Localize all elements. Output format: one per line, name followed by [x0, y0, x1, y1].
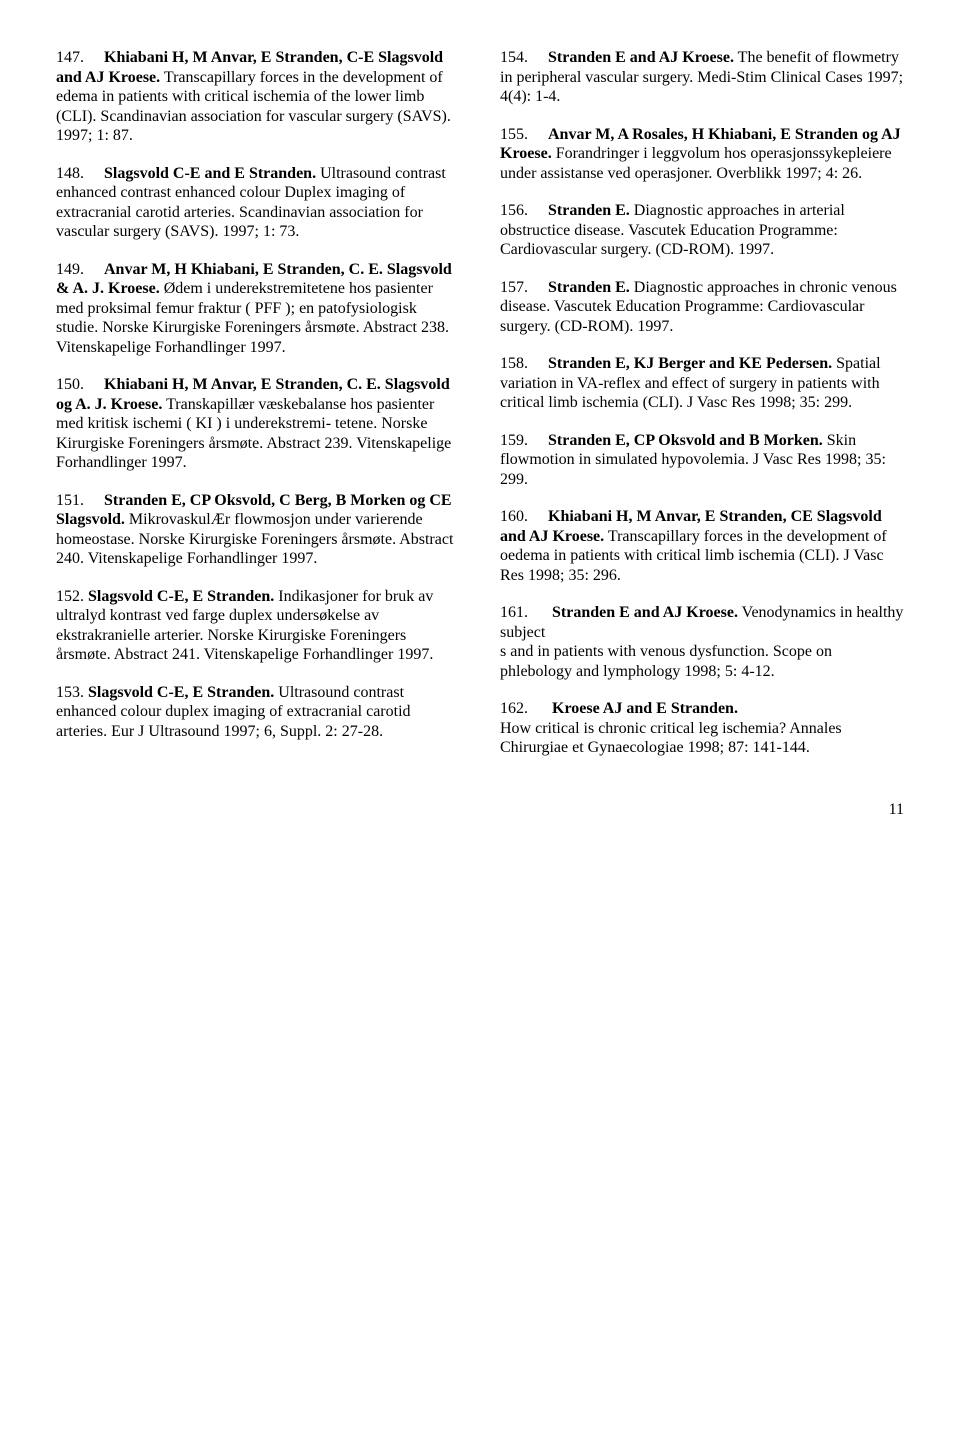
reference-authors: Stranden E, KJ Berger and KE Pedersen.	[548, 355, 832, 372]
reference-number: 154.	[500, 49, 528, 66]
reference-number: 147.	[56, 49, 84, 66]
reference-number: 161.	[500, 604, 528, 621]
reference-authors: Stranden E and AJ Kroese.	[548, 49, 734, 66]
spacing	[84, 376, 104, 393]
reference-authors: Stranden E.	[548, 202, 630, 219]
spacing	[84, 492, 104, 509]
spacing	[528, 700, 552, 717]
reference-number: 151.	[56, 492, 84, 509]
reference-number: 159.	[500, 432, 528, 449]
reference-authors: Slagsvold C-E, E Stranden.	[88, 588, 274, 605]
reference-number: 158.	[500, 355, 528, 372]
reference-authors: Stranden E.	[548, 279, 630, 296]
reference-number: 157.	[500, 279, 528, 296]
page-number: 11	[56, 800, 904, 820]
reference-number: 155.	[500, 126, 528, 143]
reference-number: 153.	[56, 684, 84, 701]
reference-authors: Stranden E and AJ Kroese.	[552, 604, 738, 621]
reference-authors: Slagsvold C-E, E Stranden.	[88, 684, 274, 701]
spacing	[528, 49, 548, 66]
reference-number: 156.	[500, 202, 528, 219]
reference-entry: 154. Stranden E and AJ Kroese. The benef…	[500, 48, 904, 107]
reference-entry: 150. Khiabani H, M Anvar, E Stranden, C.…	[56, 375, 460, 473]
reference-entry: 157. Stranden E. Diagnostic approaches i…	[500, 278, 904, 337]
reference-number: 150.	[56, 376, 84, 393]
reference-number: 152.	[56, 588, 84, 605]
reference-entry: 147. Khiabani H, M Anvar, E Stranden, C-…	[56, 48, 460, 146]
spacing	[528, 604, 552, 621]
reference-authors: Stranden E, CP Oksvold and B Morken.	[548, 432, 823, 449]
reference-entry: 162. Kroese AJ and E Stranden. How criti…	[500, 699, 904, 758]
reference-entry: 148. Slagsvold C-E and E Stranden. Ultra…	[56, 164, 460, 242]
left-column: 147. Khiabani H, M Anvar, E Stranden, C-…	[56, 48, 460, 776]
spacing	[84, 49, 104, 66]
reference-number: 149.	[56, 261, 84, 278]
two-column-layout: 147. Khiabani H, M Anvar, E Stranden, C-…	[56, 48, 904, 776]
reference-entry: 152. Slagsvold C-E, E Stranden. Indikasj…	[56, 587, 460, 665]
reference-entry: 153. Slagsvold C-E, E Stranden. Ultrasou…	[56, 683, 460, 742]
spacing	[528, 355, 548, 372]
reference-body: Forandringer i leggvolum hos operasjonss…	[500, 145, 892, 182]
reference-number: 148.	[56, 165, 84, 182]
spacing	[528, 279, 548, 296]
reference-entry: 159. Stranden E, CP Oksvold and B Morken…	[500, 431, 904, 490]
reference-entry: 155. Anvar M, A Rosales, H Khiabani, E S…	[500, 125, 904, 184]
reference-number: 160.	[500, 508, 528, 525]
spacing	[528, 508, 548, 525]
reference-body: How critical is chronic critical leg isc…	[500, 720, 842, 757]
reference-authors: Slagsvold C-E and E Stranden.	[104, 165, 316, 182]
reference-entry: 158. Stranden E, KJ Berger and KE Peders…	[500, 354, 904, 413]
reference-entry: 156. Stranden E. Diagnostic approaches i…	[500, 201, 904, 260]
spacing	[528, 432, 548, 449]
reference-entry: 161. Stranden E and AJ Kroese. Venodynam…	[500, 603, 904, 681]
spacing	[84, 165, 104, 182]
right-column: 154. Stranden E and AJ Kroese. The benef…	[500, 48, 904, 776]
spacing	[84, 261, 104, 278]
reference-entry: 149. Anvar M, H Khiabani, E Stranden, C.…	[56, 260, 460, 358]
reference-authors: Kroese AJ and E Stranden.	[552, 700, 738, 717]
spacing	[528, 202, 548, 219]
spacing	[528, 126, 548, 143]
reference-entry: 151. Stranden E, CP Oksvold, C Berg, B M…	[56, 491, 460, 569]
reference-entry: 160. Khiabani H, M Anvar, E Stranden, CE…	[500, 507, 904, 585]
reference-number: 162.	[500, 700, 528, 717]
